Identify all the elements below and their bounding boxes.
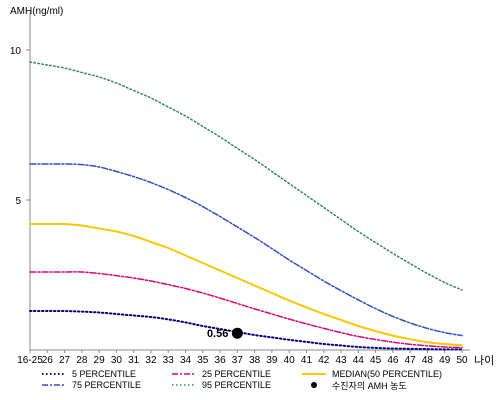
x-tick-label: 33 [163,355,175,366]
series-line-1 [29,309,463,351]
legend: 5 PERCENTILE 25 PERCENTILE MEDIAN(50 PERCE… [42,369,442,391]
x-tick-label: 45 [370,355,382,366]
y-tick-label: 10 [10,46,22,57]
x-tick-label: 32 [145,355,157,366]
x-tick-label: 43 [335,355,347,366]
x-tick-label: 42 [318,355,330,366]
x-tick-label: 31 [128,355,140,366]
x-tick-label: 36 [215,355,227,366]
legend-marker-swatch [311,382,317,388]
x-tick-label: 39 [266,355,278,366]
x-tick-label: 40 [284,355,296,366]
x-axis-title: 나이 [474,354,494,367]
y-axis-title: AMH(ng/ml) [10,6,63,17]
legend-marker-label: 수진자의 AMH 농도 [332,381,407,391]
legend-label-1: 5 PERCENTILE [72,369,136,379]
x-tick-label: 26 [42,355,54,366]
x-tick-label: 28 [76,355,88,366]
x-tick-label: 29 [94,355,106,366]
patient-amh-marker [231,327,243,339]
marker-layer: 0.56 [207,327,243,340]
series-line-5 [29,61,463,291]
x-tick-label: 38 [249,355,261,366]
x-tick-label: 37 [232,355,244,366]
x-tick-label: 50 [456,355,468,366]
x-tick-label: 46 [387,355,399,366]
legend-label-5: 95 PERCENTILE [202,380,271,390]
series-line-4 [29,163,463,337]
x-tick-label: 27 [59,355,71,366]
legend-label-4: 75 PERCENTILE [72,380,141,390]
series-layer [29,61,463,351]
x-tick-label: 44 [353,355,365,366]
legend-label-3: MEDIAN(50 PERCENTILE) [332,369,442,379]
x-tick-label: 49 [439,355,451,366]
y-tick-label: 5 [15,196,21,207]
x-tick-label: 48 [422,355,434,366]
x-tick-label: 47 [405,355,417,366]
series-line-2 [29,271,463,349]
legend-label-2: 25 PERCENTILE [202,369,271,379]
x-tick-label: 30 [111,355,123,366]
series-line-3 [29,222,463,347]
x-tick-label: 41 [301,355,313,366]
patient-amh-label: 0.56 [207,328,228,340]
x-tick-label: 34 [180,355,192,366]
x-tick-label: 35 [197,355,209,366]
x-tick-label: 16-25 [17,355,43,366]
